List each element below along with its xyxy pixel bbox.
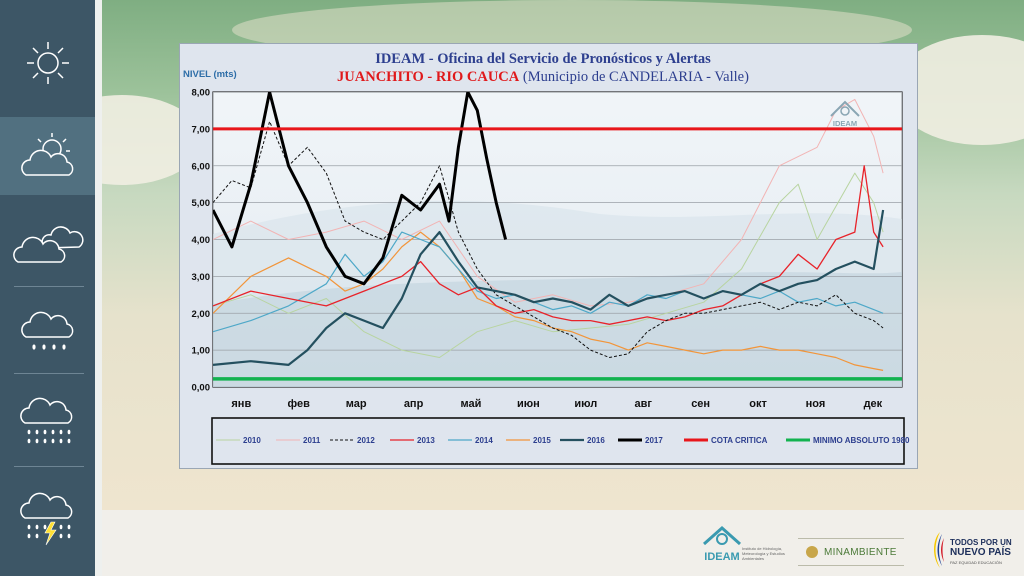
legend-label-cota-critica: COTA CRITICA [711, 436, 768, 445]
x-tick-label-4: апр [404, 398, 424, 410]
sidebar-divider [14, 466, 84, 467]
y-tick-labels: 0,00 1,00 2,00 3,00 4,00 5,00 6,00 7,00 8,00 [192, 88, 211, 394]
x-tick-label-8: авг [634, 398, 652, 410]
x-tick-label-9: сен [691, 398, 710, 410]
sun-icon [26, 41, 69, 84]
x-tick-label-6: июн [517, 398, 540, 410]
municipality: (Municipio de CANDELARIA - Valle) [519, 69, 749, 85]
y-tick-label: 8,00 [192, 88, 211, 99]
series-2015 [213, 231, 884, 371]
x-tick-label-7: июл [574, 398, 597, 410]
series-2016 [213, 209, 885, 366]
y-tick-label: 6,00 [192, 161, 211, 172]
clouds-icon [12, 225, 83, 263]
legend-label-minimo-absoluto-1980: MINIMO ABSOLUTO 1980 [813, 436, 910, 445]
sidebar-item-light-rain[interactable] [0, 295, 95, 367]
x-tick-labels: янв фев мар апр май июн июл авг сен окт ноя дек [231, 398, 882, 410]
y-tick-label: 0,00 [192, 383, 211, 394]
legend-label-2011: 2011 [303, 436, 321, 445]
legend-label-2010: 2010 [243, 436, 261, 445]
series-2013 [213, 165, 884, 325]
x-tick-label-10: окт [749, 398, 767, 410]
series-2017 [213, 92, 508, 286]
y-tick-label: 3,00 [192, 272, 211, 283]
colombia-flag-icon [934, 532, 944, 568]
series-2011 [213, 98, 884, 307]
partly-cloudy-icon [20, 133, 73, 176]
y-tick-label: 4,00 [192, 235, 211, 246]
sidebar-divider [14, 286, 84, 287]
y-axis-label: NIVEL (mts) [183, 69, 237, 80]
level-chart: IDEAM - Oficina del Servicio de Pronósti… [183, 51, 910, 465]
ideam-logo-mark: IDEAM Instituto de Hidrología, Meteorolo… [703, 525, 785, 563]
series-2010 [213, 172, 884, 358]
gobierno-line3: PAZ EQUIDAD EDUCACIÓN [950, 560, 1002, 565]
sidebar-item-cloudy[interactable] [0, 205, 95, 280]
y-tick-label: 7,00 [192, 124, 211, 135]
x-tick-label-5: май [461, 398, 482, 410]
gridlines [213, 128, 902, 351]
chart-panel: IDEAM - Oficina del Servicio de Pronósti… [179, 43, 918, 469]
sidebar-divider [14, 373, 84, 374]
legend-label-2014: 2014 [475, 436, 493, 445]
chart-title-line2: JUANCHITO - RIO CAUCA (Municipio de CAND… [337, 69, 749, 85]
ideam-footer-tagline: Instituto de Hidrología, Meteorología y … [742, 546, 785, 561]
station-name: JUANCHITO - RIO CAUCA [337, 69, 520, 85]
x-tick-label-3: мар [346, 398, 367, 410]
y-tick-label: 5,00 [192, 198, 211, 209]
x-tick-label-1: янв [231, 398, 251, 410]
sidebar-gap [95, 0, 102, 576]
minambiente-text: MINAMBIENTE [824, 546, 897, 558]
legend-label-2013: 2013 [417, 436, 435, 445]
x-tick-label-11: ноя [806, 398, 826, 410]
legend-label-2012: 2012 [357, 436, 375, 445]
ideam-chart-logo: IDEAM [830, 100, 860, 128]
ideam-chart-logo-text: IDEAM [833, 119, 857, 128]
ideam-footer-logo: IDEAM Instituto de Hidrología, Meteorolo… [700, 522, 800, 566]
sidebar-item-partly-cloudy[interactable] [0, 117, 95, 195]
chart-title-line1: IDEAM - Oficina del Servicio de Pronósti… [375, 51, 711, 67]
legend-label-2015: 2015 [533, 436, 551, 445]
ideam-footer-text: IDEAM [704, 551, 739, 563]
gobierno-line1: TODOS POR UN [950, 538, 1012, 547]
colombia-shield-icon [806, 546, 818, 558]
sidebar-item-thunderstorm[interactable] [0, 478, 95, 558]
thunderstorm-icon [19, 492, 72, 546]
heavy-rain-icon [19, 397, 72, 444]
series-2012 [213, 121, 884, 358]
gobierno-logo: TODOS POR UN NUEVO PAÍS PAZ EQUIDAD EDUC… [928, 530, 1020, 570]
light-rain-icon [20, 311, 73, 350]
weather-sidebar [0, 0, 95, 576]
gobierno-line2: NUEVO PAÍS [950, 547, 1011, 558]
legend-label-2017: 2017 [645, 436, 663, 445]
series-layer [213, 92, 902, 381]
x-tick-label-12: дек [864, 398, 883, 410]
x-tick-label-2: фев [288, 398, 311, 410]
sidebar-item-sunny[interactable] [0, 20, 95, 105]
legend: 2010 2011 2012 2013 2014 2015 2016 2017 COTA CRI… [216, 436, 910, 445]
y-tick-label: 2,00 [192, 309, 211, 320]
minambiente-logo: MINAMBIENTE [798, 538, 904, 566]
sidebar-item-heavy-rain[interactable] [0, 382, 95, 460]
y-tick-label: 1,00 [192, 346, 211, 357]
legend-label-2016: 2016 [587, 436, 605, 445]
